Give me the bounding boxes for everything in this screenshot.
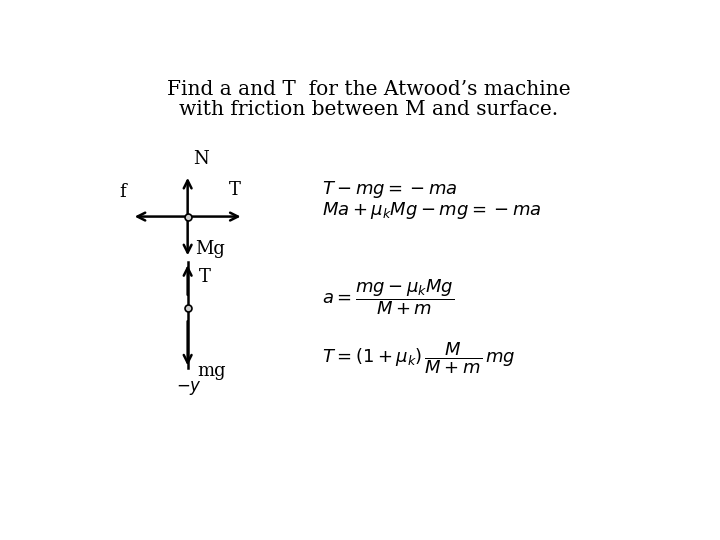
Text: $T = (1 + \mu_k)\,\dfrac{M}{M + m}\,mg$: $T = (1 + \mu_k)\,\dfrac{M}{M + m}\,mg$ (322, 340, 515, 376)
Text: T: T (228, 180, 240, 199)
Text: $-y$: $-y$ (176, 379, 202, 397)
Text: mg: mg (198, 362, 226, 380)
Text: $T - mg = -ma$: $T - mg = -ma$ (322, 179, 457, 200)
Text: f: f (119, 183, 126, 201)
Text: Find a and T  for the Atwood’s machine: Find a and T for the Atwood’s machine (167, 80, 571, 99)
Text: T: T (199, 268, 211, 286)
Text: with friction between M and surface.: with friction between M and surface. (179, 100, 559, 119)
Text: Mg: Mg (195, 240, 225, 258)
Text: N: N (193, 150, 209, 168)
Text: $a = \dfrac{mg - \mu_k Mg}{M + m}$: $a = \dfrac{mg - \mu_k Mg}{M + m}$ (322, 278, 454, 318)
Text: $Ma + \mu_k Mg - mg = -ma$: $Ma + \mu_k Mg - mg = -ma$ (322, 200, 541, 221)
